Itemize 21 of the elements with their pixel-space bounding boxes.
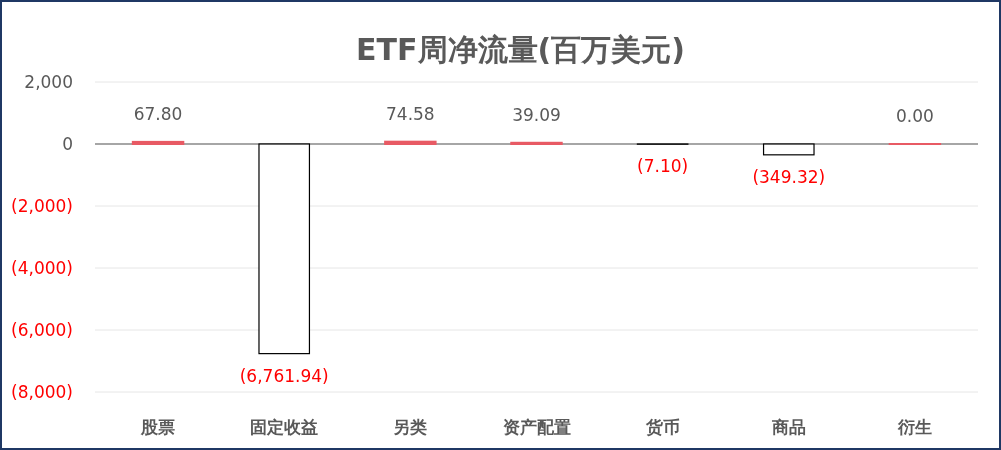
x-tick-label: 固定收益 (250, 417, 319, 437)
data-label: (349.32) (752, 166, 826, 187)
x-tick-label: 股票 (140, 417, 176, 437)
y-tick-label: 2,000 (24, 72, 73, 92)
data-label: (7.10) (637, 156, 689, 177)
y-tick-label: (8,000) (11, 382, 73, 402)
data-label: 74.58 (386, 103, 435, 124)
x-tick-label: 资产配置 (502, 417, 571, 437)
y-tick-label: (2,000) (11, 196, 73, 216)
chart-title: ETF周净流量(百万美元) (356, 32, 685, 67)
data-label: 39.09 (512, 104, 561, 125)
data-label: 67.80 (133, 103, 183, 124)
x-tick-label: 商品 (770, 417, 806, 437)
x-tick-label: 另类 (393, 417, 428, 437)
y-tick-label: 0 (62, 134, 73, 154)
x-tick-label: 衍生 (896, 417, 932, 437)
x-tick-label: 货币 (644, 417, 680, 437)
data-label: 0.00 (896, 106, 934, 126)
y-tick-label: (6,000) (11, 320, 73, 340)
data-label: (6,761.94) (239, 365, 329, 386)
y-tick-label: (4,000) (11, 258, 73, 278)
